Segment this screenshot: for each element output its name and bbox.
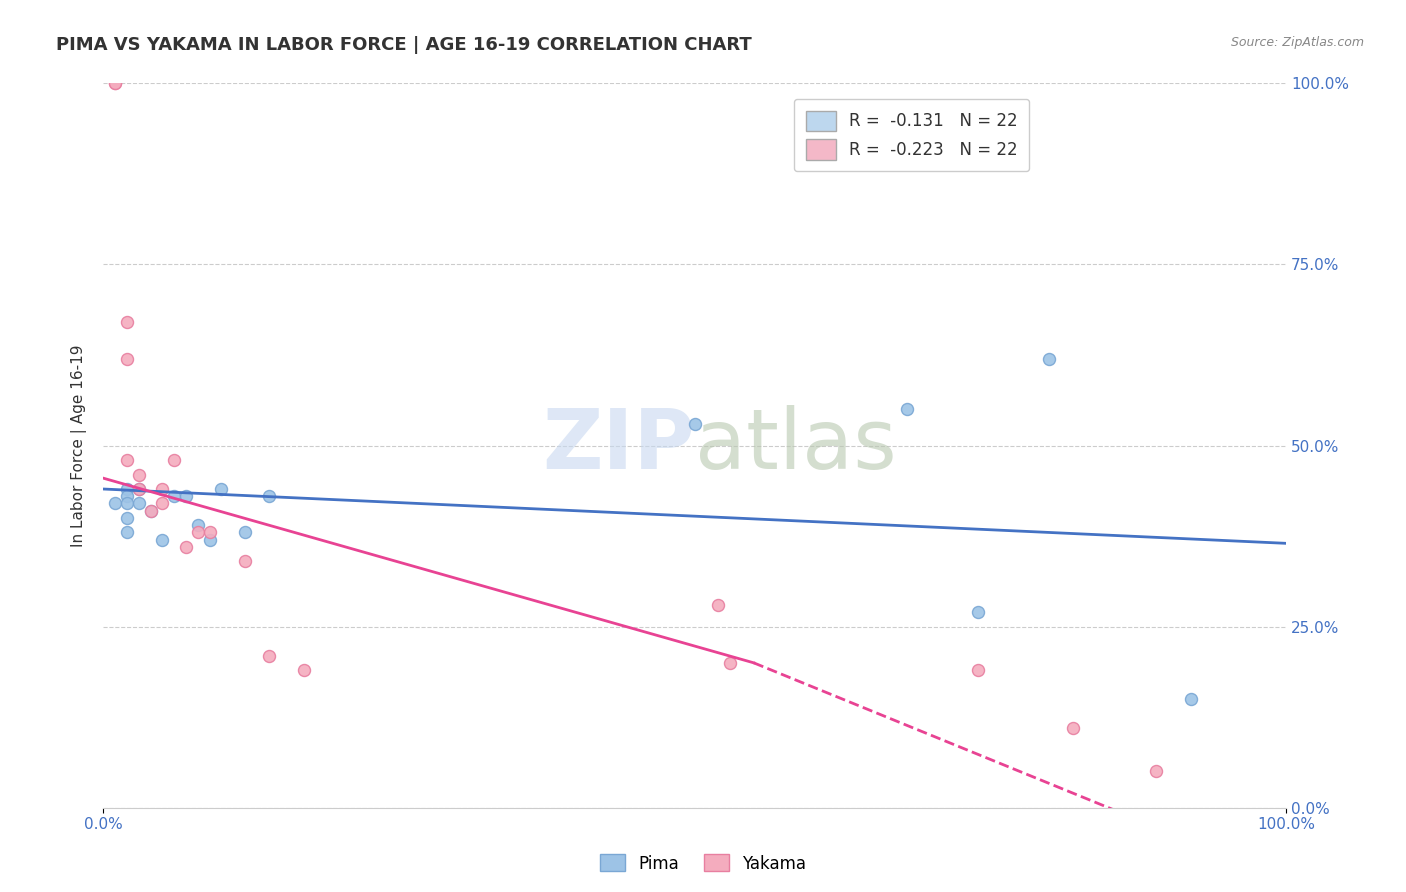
Point [967,605,990,619]
Point [128,496,150,510]
Point [683,417,706,431]
Legend: Pima, Yakama: Pima, Yakama [593,847,813,880]
Point [163,489,186,503]
Point [198,533,221,547]
Text: ZIP: ZIP [543,405,695,486]
Point [707,598,730,612]
Point [292,663,315,677]
Point [150,482,173,496]
Text: PIMA VS YAKAMA IN LABOR FORCE | AGE 16-19 CORRELATION CHART: PIMA VS YAKAMA IN LABOR FORCE | AGE 16-1… [56,36,752,54]
Point [163,453,186,467]
Point [115,453,138,467]
Point [115,496,138,510]
Point [211,482,233,496]
Point [115,482,138,496]
Point [115,351,138,366]
Point [128,482,150,496]
Point [104,496,127,510]
Text: Source: ZipAtlas.com: Source: ZipAtlas.com [1230,36,1364,49]
Point [257,489,280,503]
Point [1038,351,1060,366]
Point [115,525,138,540]
Point [104,77,127,91]
Point [115,315,138,329]
Point [139,504,162,518]
Point [1180,692,1202,706]
Point [174,540,197,554]
Point [198,525,221,540]
Point [139,504,162,518]
Point [187,518,209,533]
Point [233,525,256,540]
Point [1144,764,1167,779]
Point [150,496,173,510]
Point [115,511,138,525]
Point [128,482,150,496]
Point [128,467,150,482]
Point [150,533,173,547]
Point [257,648,280,663]
Point [104,77,127,91]
Point [967,663,990,677]
Point [115,489,138,503]
Point [233,554,256,568]
Text: atlas: atlas [695,405,897,486]
Point [718,656,741,670]
Point [896,402,918,417]
Point [187,525,209,540]
Y-axis label: In Labor Force | Age 16-19: In Labor Force | Age 16-19 [72,344,87,547]
Legend: R =  -0.131   N = 22, R =  -0.223   N = 22: R = -0.131 N = 22, R = -0.223 N = 22 [794,99,1029,171]
Point [174,489,197,503]
Point [1062,721,1084,735]
